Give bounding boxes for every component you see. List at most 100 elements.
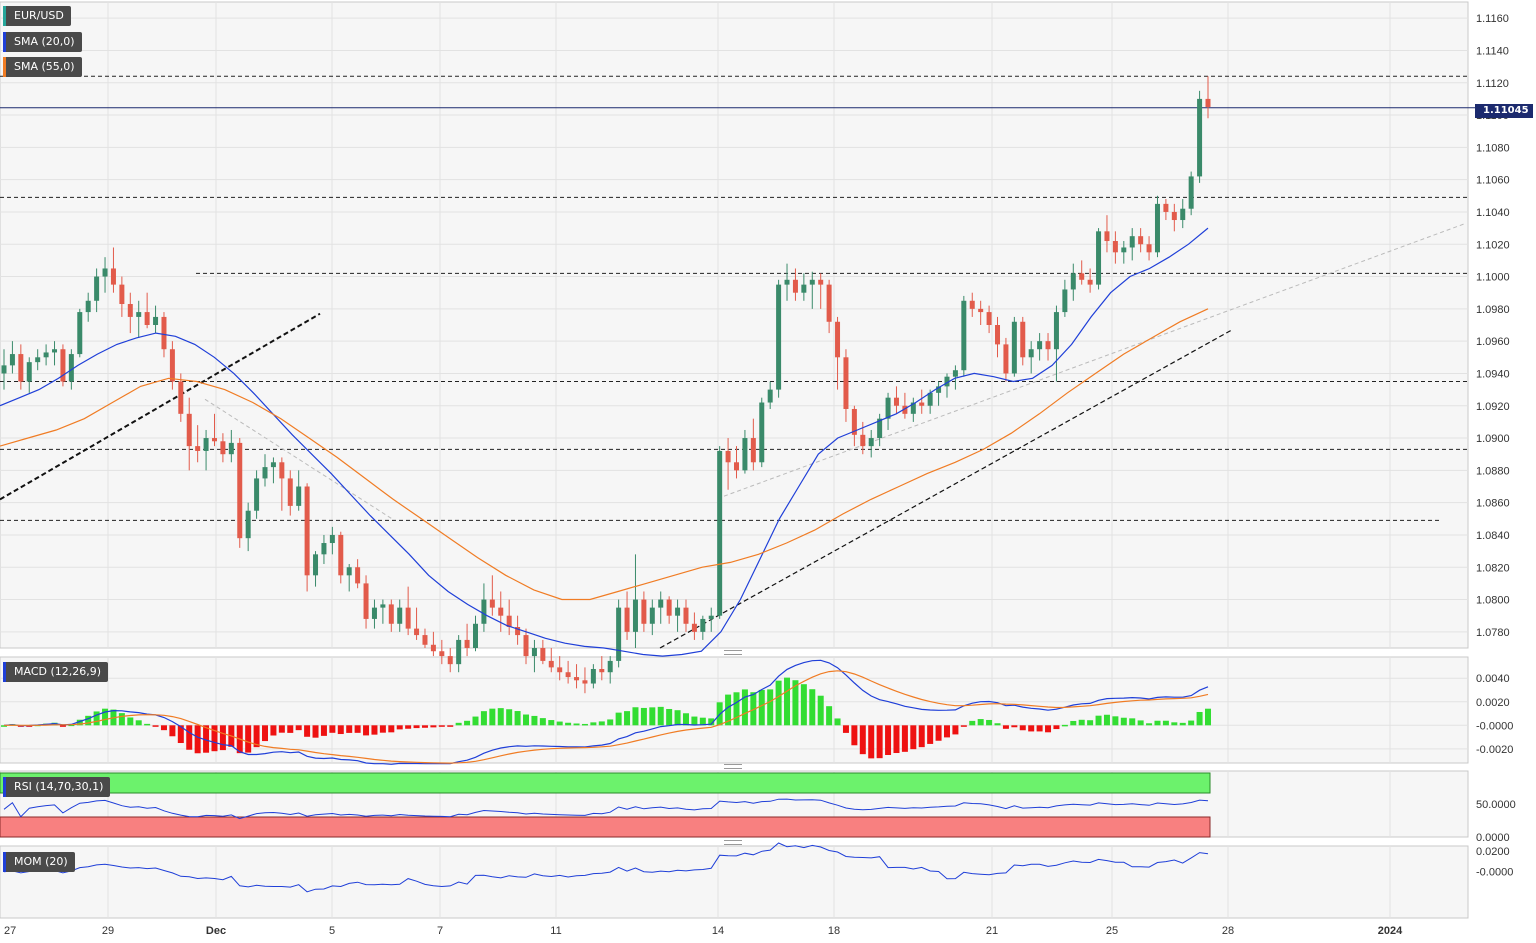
candle — [136, 300, 142, 338]
candle — [220, 433, 226, 463]
legend-symbol-label: EUR/USD — [14, 9, 64, 22]
candle — [506, 599, 512, 636]
momentum-panel — [3, 842, 1209, 893]
macd-histogram-bar — [489, 708, 496, 726]
macd-histogram-bar — [127, 717, 134, 726]
macd-histogram-bar — [363, 725, 370, 736]
candle — [1028, 341, 1034, 374]
candle — [26, 357, 32, 393]
candle-body — [254, 478, 260, 511]
candle-body — [767, 389, 773, 403]
candle — [346, 564, 352, 592]
legend-mom-label: MOM (20) — [14, 855, 68, 868]
candle — [321, 534, 327, 565]
mom-panel-resize-handle[interactable] — [724, 840, 742, 845]
candle — [52, 341, 58, 366]
candle-body — [523, 635, 529, 657]
candle — [9, 341, 15, 374]
legend-rsi-label: RSI (14,70,30,1) — [14, 780, 104, 793]
candle-body — [969, 300, 975, 309]
candle-body — [1146, 244, 1152, 253]
candle-body — [270, 462, 276, 468]
candle — [414, 607, 420, 640]
macd-histogram-bar — [93, 711, 100, 726]
macd-panel-resize-handle[interactable] — [724, 650, 742, 655]
candle-body — [313, 554, 319, 576]
macd-histogram-bar — [68, 724, 75, 727]
candle-body — [1070, 273, 1076, 290]
time-tick-label: 29 — [102, 925, 114, 937]
rsi-oversold-zone — [0, 816, 1211, 838]
candle-body — [750, 438, 756, 463]
legend-rsi[interactable]: RSI (14,70,30,1) — [3, 777, 111, 797]
candle-body — [43, 352, 49, 358]
mom-tick-label: -0.0000 — [1476, 867, 1513, 879]
candle-body — [388, 604, 394, 624]
candle-body — [1011, 321, 1017, 374]
candle-body — [279, 462, 285, 479]
macd-line — [3, 659, 1209, 765]
candle — [523, 628, 529, 665]
candles-series — [1, 76, 1211, 694]
candle-body — [818, 279, 824, 285]
candle-body — [590, 668, 596, 684]
candle — [296, 470, 302, 511]
price-tick-label: 1.0800 — [1476, 595, 1510, 607]
candle-body — [986, 312, 992, 325]
candle-body — [144, 312, 150, 325]
macd-histogram-bar — [1, 725, 7, 727]
price-tick-label: 1.0860 — [1476, 498, 1510, 510]
candle-body — [85, 300, 91, 313]
candle — [717, 446, 723, 619]
candle-body — [902, 405, 908, 414]
rsi-panel-resize-handle[interactable] — [724, 764, 742, 769]
candle — [590, 664, 596, 689]
trendlines — [0, 222, 1467, 649]
macd-histogram-bar — [927, 725, 934, 744]
candle-body — [296, 486, 302, 506]
candle-body — [851, 408, 857, 435]
candle-body — [717, 450, 723, 616]
price-tick-label: 1.1040 — [1476, 207, 1510, 219]
candle-body — [759, 402, 765, 463]
legend-macd[interactable]: MACD (12,26,9) — [3, 662, 109, 682]
legend-symbol[interactable]: EUR/USD — [3, 6, 71, 26]
legend-sma55[interactable]: SMA (55,0) — [3, 57, 82, 77]
candle — [649, 599, 655, 636]
candle — [254, 470, 260, 519]
candle — [1197, 90, 1203, 183]
macd-histogram-bar — [758, 689, 765, 726]
candle — [1205, 76, 1211, 119]
macd-histogram-bar — [935, 725, 942, 741]
candle — [801, 273, 807, 301]
trendline — [659, 329, 1233, 649]
moving-averages — [0, 227, 1209, 657]
candle — [85, 292, 91, 322]
candle — [388, 599, 394, 632]
time-axis[interactable]: 27 29 Dec 5 7 11 14 18 21 25 28 2024 — [4, 925, 1403, 937]
legend-sma20[interactable]: SMA (20,0) — [3, 32, 82, 52]
legend-mom[interactable]: MOM (20) — [3, 852, 75, 872]
candle-body — [599, 668, 605, 673]
candle — [843, 349, 849, 422]
macd-histogram-bar — [539, 718, 546, 726]
candle-body — [649, 607, 655, 624]
candle-body — [1188, 176, 1194, 209]
candle-body — [195, 446, 201, 451]
rsi-tick-label: 50.0000 — [1476, 799, 1516, 811]
macd-histogram-bar — [1146, 723, 1153, 726]
candle — [35, 349, 41, 371]
macd-histogram-bar — [194, 725, 201, 754]
candle-body — [944, 376, 950, 387]
candle — [439, 639, 445, 665]
candle-body — [186, 413, 192, 447]
candle-body — [826, 284, 832, 322]
candle — [893, 386, 899, 414]
candle — [153, 305, 159, 334]
macd-histogram-bar — [1045, 725, 1052, 733]
candle-body — [1096, 231, 1102, 285]
candle-body — [1171, 211, 1177, 221]
macd-histogram-bar — [859, 725, 866, 755]
macd-histogram-bar — [312, 725, 319, 738]
